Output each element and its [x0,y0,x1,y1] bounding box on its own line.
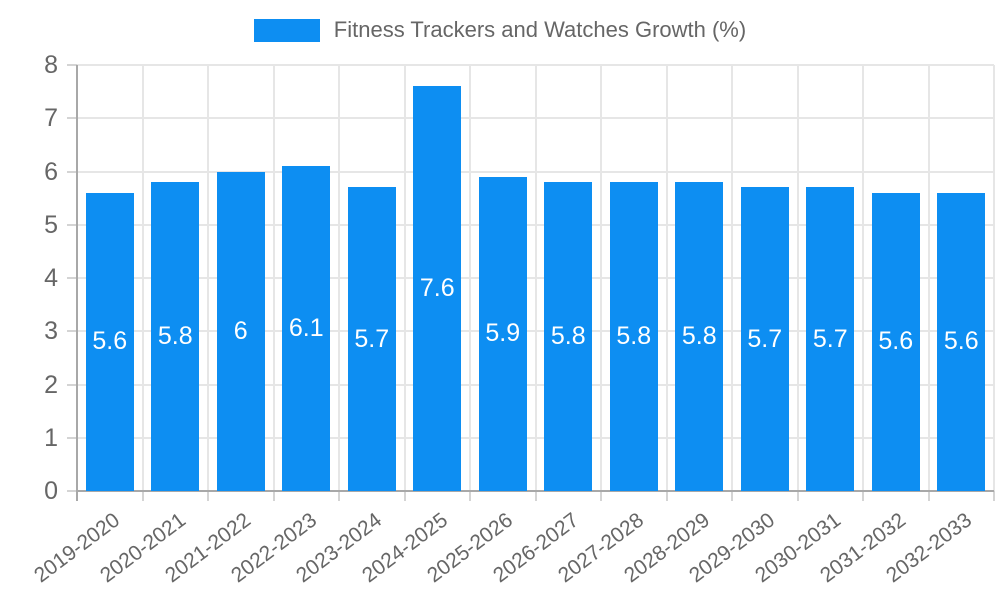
x-gridline [403,65,406,491]
x-tick-mark [927,491,930,501]
y-axis-tick-label: 1 [44,423,58,452]
bar-value-label: 5.6 [943,327,979,356]
bar[interactable]: 5.8 [675,182,724,491]
x-tick-mark [207,491,209,501]
bar-value-label: 5.7 [354,324,390,353]
bar-value-label: 5.6 [92,327,128,356]
bar-value-label: 5.7 [812,324,848,353]
x-tick-mark [665,491,668,501]
x-gridline [141,65,144,491]
y-axis-tick-label: 4 [44,264,58,292]
y-tick-mark [67,330,77,333]
y-tick-mark [67,490,77,492]
x-tick-mark [534,491,537,501]
y-axis-tick-label: 3 [44,317,58,346]
bar-value-label: 7.6 [419,274,455,303]
x-tick-mark [141,491,144,501]
bar-value-label: 5.9 [485,319,521,348]
bar[interactable]: 5.8 [544,182,593,491]
y-tick-mark [67,383,77,386]
x-gridline [665,65,668,491]
y-axis-tick-label: 7 [44,104,58,133]
y-tick-mark [67,223,77,226]
x-tick-mark [403,491,406,501]
y-axis-tick-label: 8 [44,51,58,79]
bar[interactable]: 5.7 [740,187,789,491]
y-axis-tick-label: 0 [44,477,58,505]
x-gridline [600,65,602,491]
y-tick-mark [67,117,77,120]
x-tick-mark [272,491,275,501]
bar[interactable]: 5.6 [85,192,134,491]
bar-value-label: 5.8 [157,322,193,351]
legend-swatch-icon [253,18,320,42]
x-gridline [338,65,340,491]
x-tick-mark [796,491,799,501]
bar[interactable]: 5.6 [937,192,986,491]
x-tick-mark [731,491,733,501]
y-tick-mark [67,436,77,439]
y-tick-mark [67,64,77,66]
x-axis-line [77,490,994,492]
bar[interactable]: 7.6 [413,86,462,491]
bar-value-label: 5.8 [616,322,652,351]
y-tick-mark [67,170,77,173]
x-gridline [469,65,471,491]
y-tick-mark [67,277,77,279]
bar[interactable]: 5.7 [347,187,396,491]
x-gridline [796,65,799,491]
bar[interactable]: 6 [216,171,265,491]
bar-value-label: 5.6 [878,327,914,356]
y-axis-line [76,65,78,501]
x-tick-mark [862,491,864,501]
bar[interactable]: 5.8 [151,182,200,491]
x-gridline [927,65,930,491]
bar-value-label: 5.7 [747,324,783,353]
x-gridline [207,65,209,491]
x-gridline [731,65,733,491]
y-axis-tick-label: 6 [44,157,58,186]
x-tick-mark [600,491,602,501]
x-tick-mark [469,491,471,501]
bar-value-label: 6 [233,316,248,345]
bar[interactable]: 5.6 [871,192,920,491]
bar[interactable]: 5.9 [478,176,527,491]
bar-value-label: 5.8 [550,322,586,351]
legend[interactable]: Fitness Trackers and Watches Growth (%) [0,17,1000,43]
x-tick-mark [993,491,995,501]
bar-value-label: 6.1 [288,314,324,343]
x-gridline [993,65,995,491]
x-tick-mark [338,491,340,501]
bar[interactable]: 5.7 [806,187,855,491]
bar[interactable]: 6.1 [282,166,331,491]
bar[interactable]: 5.8 [609,182,658,491]
y-axis-tick-label: 5 [44,210,58,239]
x-gridline [534,65,537,491]
y-axis-tick-label: 2 [44,370,58,399]
bar-value-label: 5.8 [681,322,717,351]
x-gridline [862,65,864,491]
legend-label: Fitness Trackers and Watches Growth (%) [333,17,747,42]
x-gridline [272,65,275,491]
